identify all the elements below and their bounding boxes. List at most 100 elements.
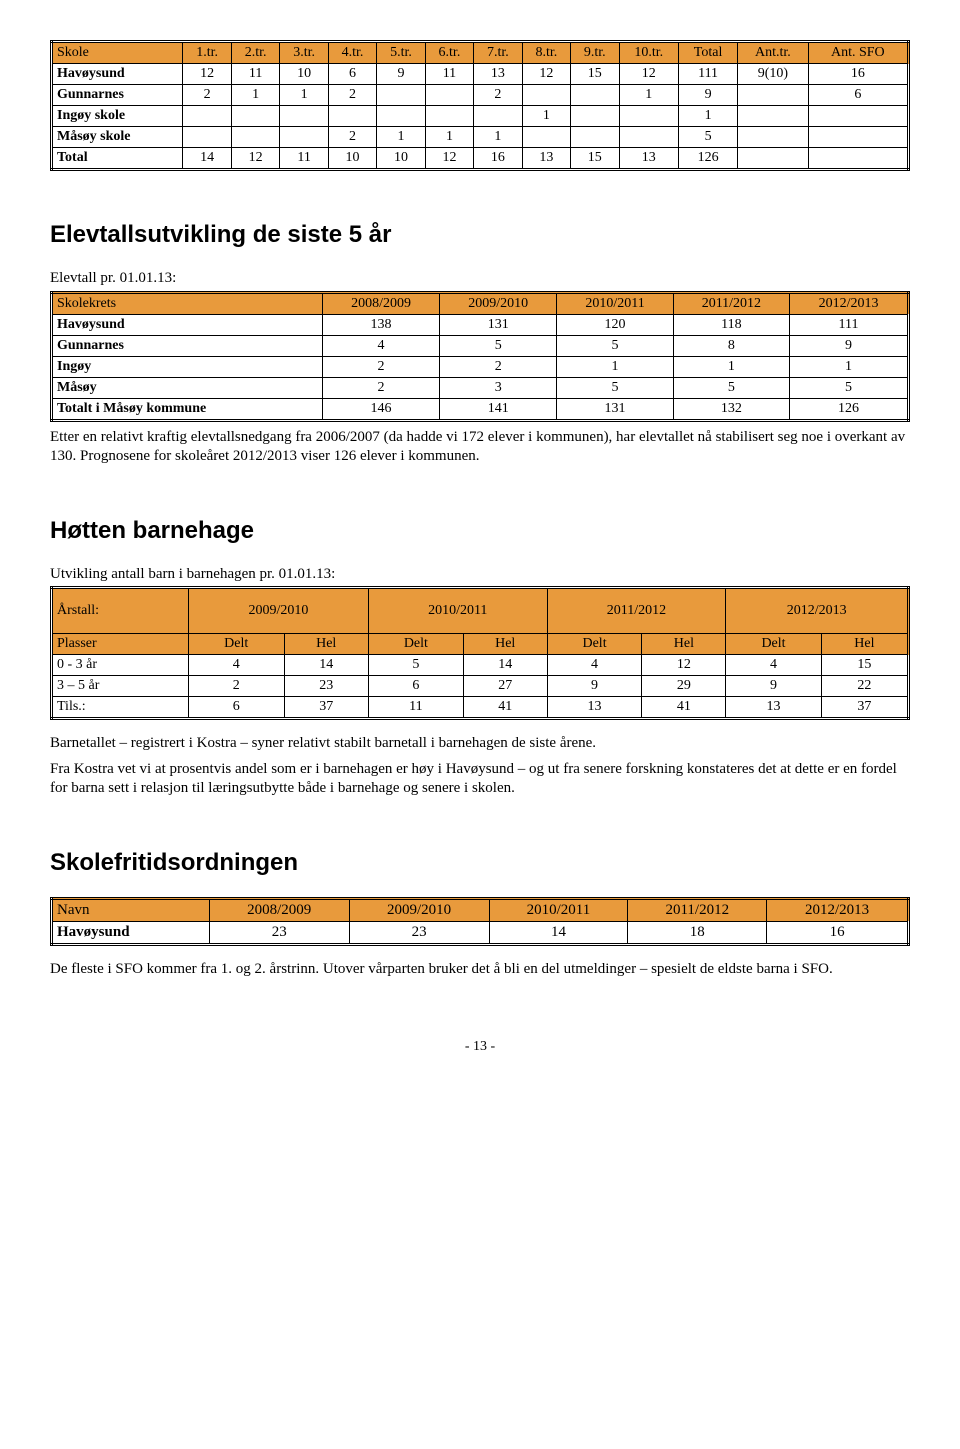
cell: 126 xyxy=(679,148,738,170)
cell: 9 xyxy=(547,676,642,697)
col-header: Skole xyxy=(52,42,183,64)
cell: 13 xyxy=(522,148,570,170)
cell: 4 xyxy=(188,655,284,676)
cell: Havøysund xyxy=(52,64,183,85)
cell xyxy=(474,106,522,127)
cell xyxy=(231,106,279,127)
cell xyxy=(425,85,473,106)
table-row: Tils.:637114113411337 xyxy=(52,697,909,719)
cell: Totalt i Måsøy kommune xyxy=(52,398,323,420)
cell: 111 xyxy=(679,64,738,85)
col-header: Hel xyxy=(642,634,726,655)
col-header: 10.tr. xyxy=(619,42,678,64)
cell xyxy=(571,127,619,148)
col-header: Total xyxy=(679,42,738,64)
cell: 2 xyxy=(328,127,376,148)
cell: 141 xyxy=(440,398,557,420)
cell: 14 xyxy=(284,655,368,676)
col-header: 4.tr. xyxy=(328,42,376,64)
cell: 5 xyxy=(673,377,789,398)
col-header: 2009/2010 xyxy=(188,588,368,634)
col-header: 2012/2013 xyxy=(767,898,909,921)
cell: Total xyxy=(52,148,183,170)
cell: 23 xyxy=(209,921,349,944)
cell: Måsøy skole xyxy=(52,127,183,148)
cell: 22 xyxy=(821,676,908,697)
table-row: Total14121110101216131513126 xyxy=(52,148,909,170)
col-header: Delt xyxy=(726,634,821,655)
cell xyxy=(183,127,231,148)
cell: 23 xyxy=(349,921,489,944)
cell: 1 xyxy=(280,85,328,106)
cell: 1 xyxy=(377,127,425,148)
table-skole: Skole1.tr.2.tr.3.tr.4.tr.5.tr.6.tr.7.tr.… xyxy=(50,40,910,171)
cell xyxy=(522,85,570,106)
cell: 12 xyxy=(642,655,726,676)
cell: 12 xyxy=(425,148,473,170)
heading-hotten: Høtten barnehage xyxy=(50,517,910,545)
para-sfo: De fleste i SFO kommer fra 1. og 2. årst… xyxy=(50,960,910,980)
col-header: Delt xyxy=(368,634,463,655)
cell: 6 xyxy=(368,676,463,697)
cell xyxy=(377,106,425,127)
col-header: 2012/2013 xyxy=(790,292,909,314)
cell: 13 xyxy=(474,64,522,85)
cell: 14 xyxy=(489,921,628,944)
cell: 11 xyxy=(425,64,473,85)
col-header: 2009/2010 xyxy=(440,292,557,314)
table-row: Gunnarnes21122196 xyxy=(52,85,909,106)
para-elevtall: Etter en relativt kraftig elevtallsnedga… xyxy=(50,428,910,467)
cell: Ingøy skole xyxy=(52,106,183,127)
cell: 6 xyxy=(188,697,284,719)
col-header: 2011/2012 xyxy=(673,292,789,314)
cell: 6 xyxy=(808,85,908,106)
table-row: Gunnarnes45589 xyxy=(52,335,909,356)
cell: 41 xyxy=(463,697,547,719)
col-header: Hel xyxy=(284,634,368,655)
cell: 1 xyxy=(679,106,738,127)
cell: 3 xyxy=(440,377,557,398)
cell: 41 xyxy=(642,697,726,719)
cell xyxy=(328,106,376,127)
cell: 11 xyxy=(231,64,279,85)
col-header: Ant. SFO xyxy=(808,42,908,64)
table-row: 3 – 5 år223627929922 xyxy=(52,676,909,697)
cell: 9 xyxy=(726,676,821,697)
col-header: Årstall: xyxy=(52,588,189,634)
cell: 131 xyxy=(440,314,557,335)
cell xyxy=(571,85,619,106)
cell: 10 xyxy=(280,64,328,85)
cell: 8 xyxy=(673,335,789,356)
cell: 16 xyxy=(474,148,522,170)
cell: 15 xyxy=(571,148,619,170)
col-header: 2.tr. xyxy=(231,42,279,64)
cell: 2 xyxy=(322,377,439,398)
col-header: 2008/2009 xyxy=(209,898,349,921)
para-barnetall-1: Barnetallet – registrert i Kostra – syne… xyxy=(50,734,910,754)
cell: 5 xyxy=(557,335,673,356)
col-header: 2011/2012 xyxy=(547,588,726,634)
col-header: Skolekrets xyxy=(52,292,323,314)
cell: 9 xyxy=(679,85,738,106)
cell: 4 xyxy=(322,335,439,356)
utvikling-label: Utvikling antall barn i barnehagen pr. 0… xyxy=(50,565,910,585)
cell: 1 xyxy=(619,85,678,106)
table-row: Ingøy skole11 xyxy=(52,106,909,127)
cell: 15 xyxy=(571,64,619,85)
para-barnetall-2: Fra Kostra vet vi at prosentvis andel so… xyxy=(50,760,910,799)
cell: 10 xyxy=(377,148,425,170)
col-header: Hel xyxy=(821,634,908,655)
cell xyxy=(619,106,678,127)
cell xyxy=(280,106,328,127)
col-header: Delt xyxy=(188,634,284,655)
cell: 1 xyxy=(790,356,909,377)
table-row: Havøysund1211106911131215121119(10)16 xyxy=(52,64,909,85)
cell: 2 xyxy=(322,356,439,377)
cell: 11 xyxy=(368,697,463,719)
cell: 131 xyxy=(557,398,673,420)
cell: 2 xyxy=(440,356,557,377)
cell: 37 xyxy=(284,697,368,719)
cell xyxy=(738,148,809,170)
cell xyxy=(571,106,619,127)
table-row: Måsøy skole21115 xyxy=(52,127,909,148)
